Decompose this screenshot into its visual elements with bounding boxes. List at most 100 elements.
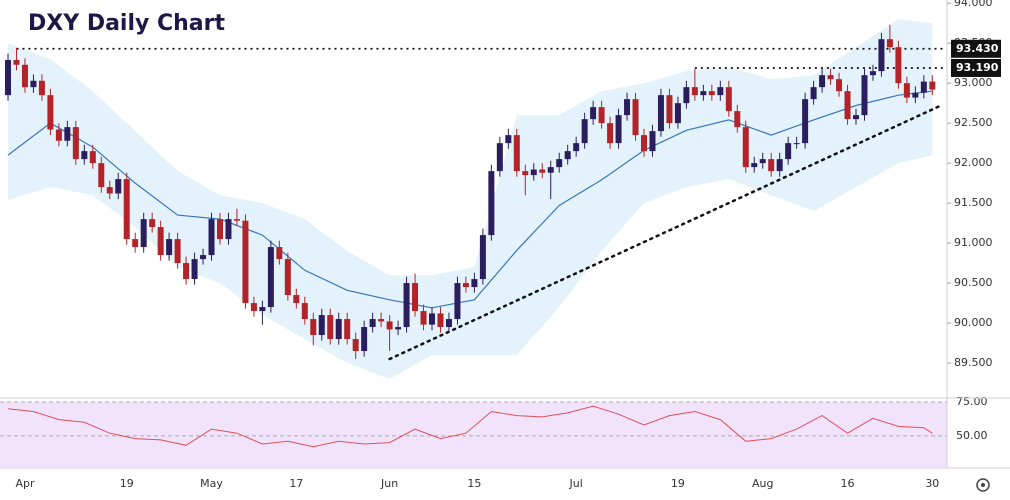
level-label: 93.430 xyxy=(956,42,999,55)
candle-body xyxy=(836,79,843,92)
candle-body xyxy=(895,47,902,84)
candle-body xyxy=(106,187,113,194)
candle-body xyxy=(878,39,885,72)
candle-body xyxy=(581,119,588,144)
price-pane xyxy=(5,19,947,379)
candle-body xyxy=(530,169,537,176)
candle-body xyxy=(802,99,809,144)
candle-body xyxy=(72,127,79,160)
candle-body xyxy=(30,80,37,88)
candle-body xyxy=(479,235,486,280)
candle-body xyxy=(725,87,732,112)
candle-body xyxy=(853,115,859,120)
candle-body xyxy=(301,303,308,320)
candle-body xyxy=(386,321,393,330)
candle-body xyxy=(344,319,351,340)
candle-body xyxy=(641,135,647,152)
x-tick-label: May xyxy=(200,477,223,490)
x-tick-label: 30 xyxy=(925,477,939,490)
candle-body xyxy=(869,71,876,76)
candle-body xyxy=(674,103,681,124)
candle-body xyxy=(157,227,164,256)
candle-body xyxy=(632,99,639,136)
moving-average xyxy=(7,90,933,309)
candle-body xyxy=(886,39,893,48)
rsi-line xyxy=(7,405,933,448)
candle-body xyxy=(488,171,495,236)
candle-body xyxy=(929,81,936,90)
candle-body xyxy=(649,131,656,152)
candle-body xyxy=(267,247,274,308)
candle-body xyxy=(615,115,622,144)
x-tick-label: 19 xyxy=(120,477,134,490)
x-tick-label: 17 xyxy=(289,477,303,490)
candle-body xyxy=(293,295,300,304)
candle-body xyxy=(81,151,88,160)
gear-hub xyxy=(981,483,985,487)
level-badge xyxy=(951,58,1001,77)
candle-body xyxy=(242,220,249,304)
candle-body xyxy=(768,159,775,172)
candle-body xyxy=(598,107,605,124)
candle-body xyxy=(505,135,512,144)
x-tick-label: 16 xyxy=(841,477,855,490)
rsi-tick-label: 50.00 xyxy=(956,429,988,442)
candle-body xyxy=(259,307,266,312)
candle-body xyxy=(310,319,317,336)
rsi-tick-label: 75.00 xyxy=(956,395,988,408)
settings-icon[interactable] xyxy=(976,478,990,492)
rsi-zone xyxy=(0,402,947,467)
candle-body xyxy=(233,219,240,221)
rsi-pane xyxy=(0,401,947,467)
candle-body xyxy=(378,319,385,322)
gear-ring xyxy=(976,478,990,492)
candle-body xyxy=(666,95,673,124)
candle-body xyxy=(751,163,758,168)
candle-body xyxy=(691,87,698,96)
x-tick-label: 19 xyxy=(671,477,685,490)
y-tick-label: 93.000 xyxy=(954,76,993,89)
candle-body xyxy=(556,159,563,168)
candle-body xyxy=(513,135,520,172)
y-tick-label: 92.500 xyxy=(954,116,993,129)
level-label: 93.190 xyxy=(956,61,999,74)
y-tick-label: 90.000 xyxy=(954,316,993,329)
candle-body xyxy=(403,283,410,328)
candle-body xyxy=(327,315,334,340)
level-badge xyxy=(951,39,1001,58)
candle-body xyxy=(445,319,452,328)
candle-body xyxy=(429,313,435,325)
candle-body xyxy=(174,239,181,264)
candle-body xyxy=(759,159,766,164)
candle-body xyxy=(166,239,173,256)
y-tick-label: 89.500 xyxy=(954,356,993,369)
candle-body xyxy=(420,311,427,325)
candle-body xyxy=(471,279,478,288)
candle-body xyxy=(395,327,402,330)
candle-body xyxy=(683,87,690,104)
candle-body xyxy=(149,219,156,228)
trendline xyxy=(388,104,943,361)
candle-body xyxy=(284,259,291,296)
candle-body xyxy=(98,163,105,188)
candle-body xyxy=(217,219,223,240)
candle-body xyxy=(844,91,851,120)
candle-body xyxy=(607,123,614,144)
candle-body xyxy=(123,179,130,240)
candle-body xyxy=(115,179,122,194)
candle-body xyxy=(335,319,342,340)
candle-body xyxy=(700,91,707,96)
candle-body xyxy=(776,159,783,172)
candle-body xyxy=(564,151,571,160)
candle-body xyxy=(708,91,715,96)
candle-body xyxy=(742,127,749,168)
candle-body xyxy=(573,143,580,152)
candle-body xyxy=(462,283,469,288)
candle-body xyxy=(225,219,232,240)
candle-body xyxy=(64,127,71,141)
candle-body xyxy=(539,169,546,173)
chart-title: DXY Daily Chart xyxy=(28,11,226,36)
candle-body xyxy=(352,339,359,352)
candle-body xyxy=(276,247,283,260)
